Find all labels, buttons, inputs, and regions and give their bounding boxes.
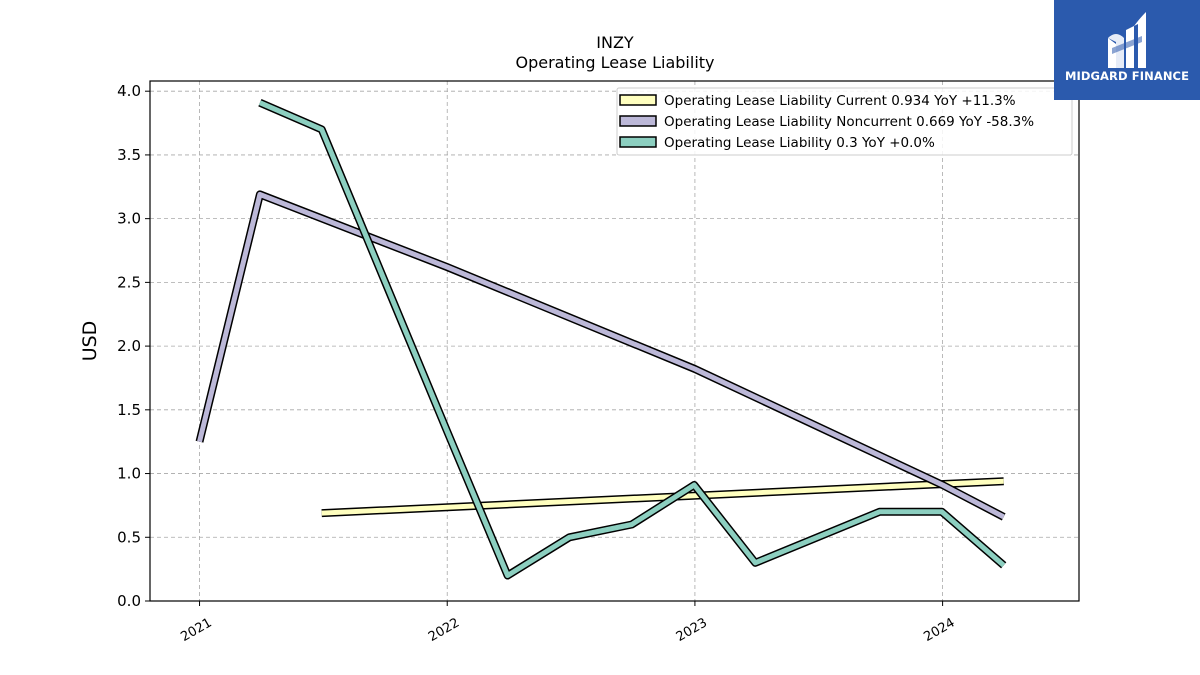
x-tick-label: 2021 <box>178 615 214 645</box>
legend-label: Operating Lease Liability 0.3 YoY +0.0% <box>664 135 935 151</box>
chart-subtitle: Operating Lease Liability <box>515 53 714 72</box>
y-tick-label: 2.5 <box>117 273 141 291</box>
x-tick-label: 2023 <box>674 615 710 645</box>
midgard-logo-icon <box>1108 12 1146 68</box>
legend-item: Operating Lease Liability Noncurrent 0.6… <box>619 114 1034 130</box>
legend-label: Operating Lease Liability Noncurrent 0.6… <box>664 114 1034 130</box>
y-tick-label: 0.5 <box>117 528 141 546</box>
series-line-stroke <box>258 100 1006 578</box>
series-line <box>195 190 1006 521</box>
y-tick-label: 0.0 <box>117 592 141 610</box>
brand-name: MIDGARD FINANCE <box>1064 69 1190 83</box>
chart-title: INZY <box>596 33 634 52</box>
brand-logo: MIDGARD FINANCE <box>1054 0 1200 100</box>
y-tick-label: 3.0 <box>117 210 141 228</box>
series-line-stroke <box>197 191 1005 520</box>
y-tick-label: 3.5 <box>117 146 141 164</box>
y-tick-label: 4.0 <box>117 82 141 100</box>
y-tick-label: 2.0 <box>117 337 141 355</box>
legend-swatch <box>619 94 657 106</box>
plot-frame <box>149 80 1080 602</box>
legend-box <box>616 87 1073 156</box>
x-tick-label: 2024 <box>921 615 957 645</box>
legend-label: Operating Lease Liability Current 0.934 … <box>664 93 1016 109</box>
series-line <box>258 99 1007 580</box>
series-line <box>321 477 1004 518</box>
legend-swatch <box>619 115 657 127</box>
legend-item: Operating Lease Liability Current 0.934 … <box>619 93 1016 109</box>
legend: Operating Lease Liability Current 0.934 … <box>616 87 1073 156</box>
legend-swatch <box>619 136 657 148</box>
grid <box>150 81 1079 602</box>
y-tick-label: 1.5 <box>117 401 141 419</box>
series-line-outline <box>195 190 1006 521</box>
y-axis-label: USD <box>79 321 101 362</box>
y-tick-label: 1.0 <box>117 465 141 483</box>
legend-item: Operating Lease Liability 0.3 YoY +0.0% <box>619 135 935 151</box>
series-layer <box>195 99 1007 580</box>
series-line-stroke <box>321 478 1004 516</box>
x-tick-label: 2022 <box>426 615 462 645</box>
